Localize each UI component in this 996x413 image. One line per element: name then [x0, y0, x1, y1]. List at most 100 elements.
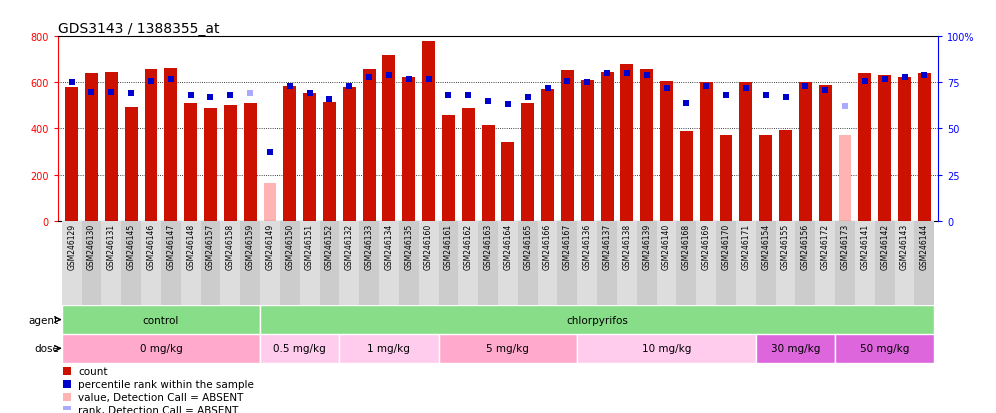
Text: GSM246146: GSM246146	[146, 223, 155, 270]
Bar	[363, 69, 375, 221]
Bar	[918, 74, 931, 221]
Bar	[739, 83, 752, 221]
Bar	[124, 107, 137, 221]
Bar	[438, 334, 578, 363]
Bar	[402, 77, 415, 221]
Bar	[379, 221, 398, 305]
Text: GSM246154: GSM246154	[761, 223, 770, 270]
Bar	[422, 42, 435, 221]
Bar	[779, 130, 792, 221]
Bar	[62, 334, 260, 363]
Bar	[660, 82, 673, 221]
Bar	[62, 221, 82, 305]
Bar	[264, 183, 277, 221]
Text: chlorpyrifos: chlorpyrifos	[566, 315, 628, 325]
Bar	[200, 221, 220, 305]
Text: count: count	[78, 366, 108, 376]
Text: GSM246168: GSM246168	[682, 223, 691, 270]
Bar	[244, 104, 257, 221]
Bar	[839, 136, 852, 221]
Bar	[498, 221, 518, 305]
Text: GSM246157: GSM246157	[206, 223, 215, 270]
Bar	[719, 136, 732, 221]
Text: GSM246140: GSM246140	[662, 223, 671, 270]
Bar	[340, 221, 360, 305]
Bar	[521, 104, 534, 221]
Bar	[874, 221, 894, 305]
Bar	[323, 103, 336, 221]
Bar	[340, 334, 438, 363]
Bar	[283, 87, 296, 221]
Text: GSM246143: GSM246143	[900, 223, 909, 270]
Bar	[260, 334, 340, 363]
Bar	[581, 81, 594, 221]
Bar	[518, 221, 538, 305]
Bar	[462, 109, 475, 221]
Text: GSM246166: GSM246166	[543, 223, 552, 270]
Text: 10 mg/kg: 10 mg/kg	[641, 344, 691, 354]
Bar	[756, 221, 776, 305]
Text: GSM246169: GSM246169	[702, 223, 711, 270]
Bar	[700, 83, 713, 221]
Text: percentile rank within the sample: percentile rank within the sample	[78, 379, 254, 389]
Text: GSM246172: GSM246172	[821, 223, 830, 270]
Text: GSM246149: GSM246149	[266, 223, 275, 270]
Bar	[478, 221, 498, 305]
Bar	[759, 136, 772, 221]
Bar	[816, 221, 835, 305]
Bar	[799, 83, 812, 221]
Bar	[105, 73, 118, 221]
Text: GSM246136: GSM246136	[583, 223, 592, 270]
Text: GSM246134: GSM246134	[384, 223, 393, 270]
Text: control: control	[142, 315, 179, 325]
Bar	[578, 221, 598, 305]
Text: agent: agent	[29, 315, 59, 325]
Text: GSM246165: GSM246165	[523, 223, 532, 270]
Bar	[102, 221, 122, 305]
Bar	[62, 305, 260, 334]
Text: GSM246171: GSM246171	[741, 223, 750, 270]
Bar	[878, 76, 891, 221]
Text: 1 mg/kg: 1 mg/kg	[368, 344, 410, 354]
Text: GSM246138: GSM246138	[622, 223, 631, 270]
Bar	[680, 131, 693, 221]
Text: GSM246147: GSM246147	[166, 223, 175, 270]
Bar	[676, 221, 696, 305]
Bar	[716, 221, 736, 305]
Bar	[184, 104, 197, 221]
Bar	[636, 221, 656, 305]
Bar	[640, 69, 653, 221]
Bar	[438, 221, 458, 305]
Bar	[398, 221, 418, 305]
Text: GSM246159: GSM246159	[246, 223, 255, 270]
Text: dose: dose	[34, 344, 59, 354]
Bar	[122, 221, 141, 305]
Bar	[898, 77, 911, 221]
Bar	[260, 305, 934, 334]
Bar	[696, 221, 716, 305]
Text: GSM246162: GSM246162	[464, 223, 473, 270]
Text: GSM246135: GSM246135	[404, 223, 413, 270]
Text: GSM246161: GSM246161	[444, 223, 453, 270]
Bar	[458, 221, 478, 305]
Bar	[859, 74, 872, 221]
Bar	[360, 221, 379, 305]
Bar	[819, 85, 832, 221]
Bar	[736, 221, 756, 305]
Bar	[303, 93, 316, 221]
Bar	[796, 221, 816, 305]
Bar	[482, 126, 495, 221]
Bar	[300, 221, 320, 305]
Bar	[621, 65, 633, 221]
Bar	[240, 221, 260, 305]
Bar	[776, 221, 796, 305]
Bar	[601, 73, 614, 221]
Bar	[835, 334, 934, 363]
Text: GSM246131: GSM246131	[107, 223, 116, 270]
Text: GSM246132: GSM246132	[345, 223, 354, 270]
Bar	[558, 221, 578, 305]
Text: 50 mg/kg: 50 mg/kg	[860, 344, 909, 354]
Text: 30 mg/kg: 30 mg/kg	[771, 344, 820, 354]
Bar	[656, 221, 676, 305]
Text: GSM246164: GSM246164	[503, 223, 512, 270]
